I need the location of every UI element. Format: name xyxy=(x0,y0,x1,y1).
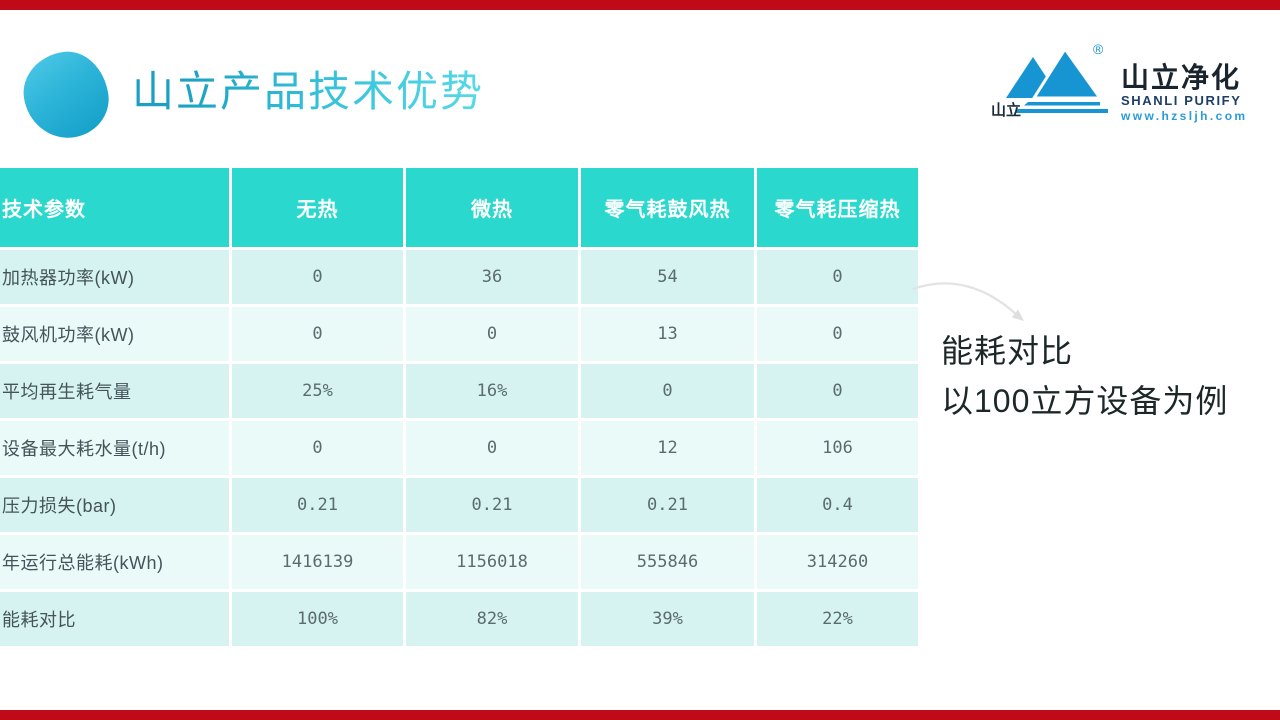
cell-value: 12 xyxy=(581,421,754,475)
annotation-line2: 以100立方设备为例 xyxy=(941,383,1229,419)
column-header: 零气耗压缩热 xyxy=(757,168,918,247)
cell-value: 0 xyxy=(232,307,403,361)
cell-value: 0.21 xyxy=(406,478,578,532)
row-label: 平均再生耗气量 xyxy=(0,364,229,418)
tech-comparison-table: 技术参数 无热 微热 零气耗鼓风热 零气耗压缩热 加热器功率(kW) 0 36 … xyxy=(0,168,918,646)
logo-name-en: SHANLI PURIFY xyxy=(1121,93,1242,108)
cell-value: 100% xyxy=(232,592,403,646)
cell-value: 82% xyxy=(406,592,578,646)
row-label: 加热器功率(kW) xyxy=(0,250,229,304)
annotation-text: 能耗对比 以100立方设备为例 xyxy=(941,326,1228,426)
cell-value: 0 xyxy=(406,307,578,361)
cell-value: 0 xyxy=(232,250,403,304)
logo-website: www.hzsljh.com xyxy=(1121,109,1248,123)
cell-value: 0 xyxy=(757,364,918,418)
bottom-accent-bar xyxy=(0,710,1280,720)
cell-value: 1156018 xyxy=(406,535,578,589)
column-header: 无热 xyxy=(232,168,403,247)
logo-text-block: 山立净化 SHANLI PURIFY www.hzsljh.com xyxy=(1121,62,1248,124)
row-label: 压力损失(bar) xyxy=(0,478,229,532)
row-label: 能耗对比 xyxy=(0,592,229,646)
cell-value: 106 xyxy=(757,421,918,475)
cell-value: 0.21 xyxy=(581,478,754,532)
cell-value: 13 xyxy=(581,307,754,361)
mountain-logo-icon: 山立 ® xyxy=(991,41,1108,119)
column-header: 技术参数 xyxy=(0,168,229,247)
row-label: 鼓风机功率(kW) xyxy=(0,307,229,361)
cell-value: 54 xyxy=(581,250,754,304)
top-accent-bar xyxy=(0,0,1280,10)
cell-value: 0 xyxy=(757,250,918,304)
cell-value: 0.4 xyxy=(757,478,918,532)
cell-value: 1416139 xyxy=(232,535,403,589)
column-header: 零气耗鼓风热 xyxy=(581,168,754,247)
logo-symbol-text: 山立 xyxy=(991,101,1021,119)
column-header: 微热 xyxy=(406,168,578,247)
cell-value: 0 xyxy=(406,421,578,475)
cell-value: 555846 xyxy=(581,535,754,589)
cell-value: 0 xyxy=(232,421,403,475)
cell-value: 0.21 xyxy=(232,478,403,532)
registered-mark-icon: ® xyxy=(1093,41,1104,57)
row-label: 年运行总能耗(kWh) xyxy=(0,535,229,589)
cell-value: 16% xyxy=(406,364,578,418)
cell-value: 0 xyxy=(581,364,754,418)
page-title: 山立产品技术优势 xyxy=(132,58,484,119)
logo-name-cn: 山立净化 xyxy=(1121,62,1242,93)
cell-value: 36 xyxy=(406,250,578,304)
annotation-line1: 能耗对比 xyxy=(941,333,1074,369)
row-label: 设备最大耗水量(t/h) xyxy=(0,421,229,475)
cell-value: 25% xyxy=(232,364,403,418)
cell-value: 39% xyxy=(581,592,754,646)
cell-value: 22% xyxy=(757,592,918,646)
company-logo: 山立 ® 山立净化 SHANLI PURIFY www.hzsljh.com xyxy=(988,40,1248,124)
cell-value: 0 xyxy=(757,307,918,361)
callout-arrow-icon xyxy=(912,282,1024,321)
blob-decoration xyxy=(18,46,114,144)
cell-value: 314260 xyxy=(757,535,918,589)
